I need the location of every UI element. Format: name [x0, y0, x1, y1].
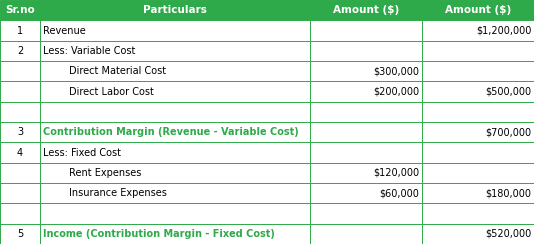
Bar: [0, 41, 40, 61]
Bar: [40, 163, 310, 183]
Bar: [40, 81, 310, 102]
Bar: [310, 102, 422, 122]
Bar: [0, 81, 40, 102]
Bar: [0, 20, 40, 41]
Text: 3: 3: [17, 127, 23, 137]
Bar: [0, 61, 40, 81]
Text: Less: Fixed Cost: Less: Fixed Cost: [43, 148, 121, 157]
Text: $120,000: $120,000: [373, 168, 419, 178]
Bar: [310, 61, 422, 81]
Bar: [310, 20, 422, 41]
Bar: [0, 203, 40, 224]
Text: $180,000: $180,000: [485, 188, 531, 198]
Bar: [422, 61, 534, 81]
Bar: [0, 142, 40, 163]
Bar: [310, 142, 422, 163]
Text: Income (Contribution Margin - Fixed Cost): Income (Contribution Margin - Fixed Cost…: [43, 229, 274, 239]
Text: Direct Labor Cost: Direct Labor Cost: [69, 87, 154, 96]
Text: 5: 5: [17, 229, 23, 239]
Bar: [422, 163, 534, 183]
Bar: [310, 0, 422, 20]
Text: $1,200,000: $1,200,000: [476, 26, 531, 35]
Text: $700,000: $700,000: [485, 127, 531, 137]
Bar: [422, 41, 534, 61]
Bar: [0, 0, 40, 20]
Bar: [422, 142, 534, 163]
Bar: [40, 122, 310, 142]
Text: $200,000: $200,000: [373, 87, 419, 96]
Bar: [422, 102, 534, 122]
Bar: [40, 0, 310, 20]
Bar: [0, 163, 40, 183]
Text: Direct Material Cost: Direct Material Cost: [69, 66, 167, 76]
Text: Revenue: Revenue: [43, 26, 85, 35]
Text: Particulars: Particulars: [143, 5, 207, 15]
Bar: [0, 183, 40, 203]
Bar: [0, 102, 40, 122]
Text: $520,000: $520,000: [485, 229, 531, 239]
Text: Amount ($): Amount ($): [445, 5, 511, 15]
Bar: [310, 163, 422, 183]
Bar: [40, 41, 310, 61]
Text: Amount ($): Amount ($): [333, 5, 399, 15]
Text: 4: 4: [17, 148, 23, 157]
Bar: [422, 224, 534, 244]
Text: $60,000: $60,000: [379, 188, 419, 198]
Text: Rent Expenses: Rent Expenses: [69, 168, 142, 178]
Bar: [422, 0, 534, 20]
Bar: [422, 122, 534, 142]
Text: 1: 1: [17, 26, 23, 35]
Bar: [310, 81, 422, 102]
Text: Insurance Expenses: Insurance Expenses: [69, 188, 167, 198]
Bar: [0, 122, 40, 142]
Bar: [40, 224, 310, 244]
Bar: [422, 81, 534, 102]
Bar: [0, 224, 40, 244]
Bar: [310, 224, 422, 244]
Bar: [40, 102, 310, 122]
Bar: [310, 41, 422, 61]
Text: Less: Variable Cost: Less: Variable Cost: [43, 46, 135, 56]
Bar: [422, 183, 534, 203]
Bar: [40, 183, 310, 203]
Bar: [422, 20, 534, 41]
Bar: [40, 142, 310, 163]
Text: $300,000: $300,000: [373, 66, 419, 76]
Text: Sr.no: Sr.no: [5, 5, 35, 15]
Bar: [422, 203, 534, 224]
Text: 2: 2: [17, 46, 23, 56]
Bar: [40, 20, 310, 41]
Bar: [40, 61, 310, 81]
Text: Contribution Margin (Revenue - Variable Cost): Contribution Margin (Revenue - Variable …: [43, 127, 299, 137]
Text: $500,000: $500,000: [485, 87, 531, 96]
Bar: [310, 122, 422, 142]
Bar: [310, 203, 422, 224]
Bar: [40, 203, 310, 224]
Bar: [310, 183, 422, 203]
